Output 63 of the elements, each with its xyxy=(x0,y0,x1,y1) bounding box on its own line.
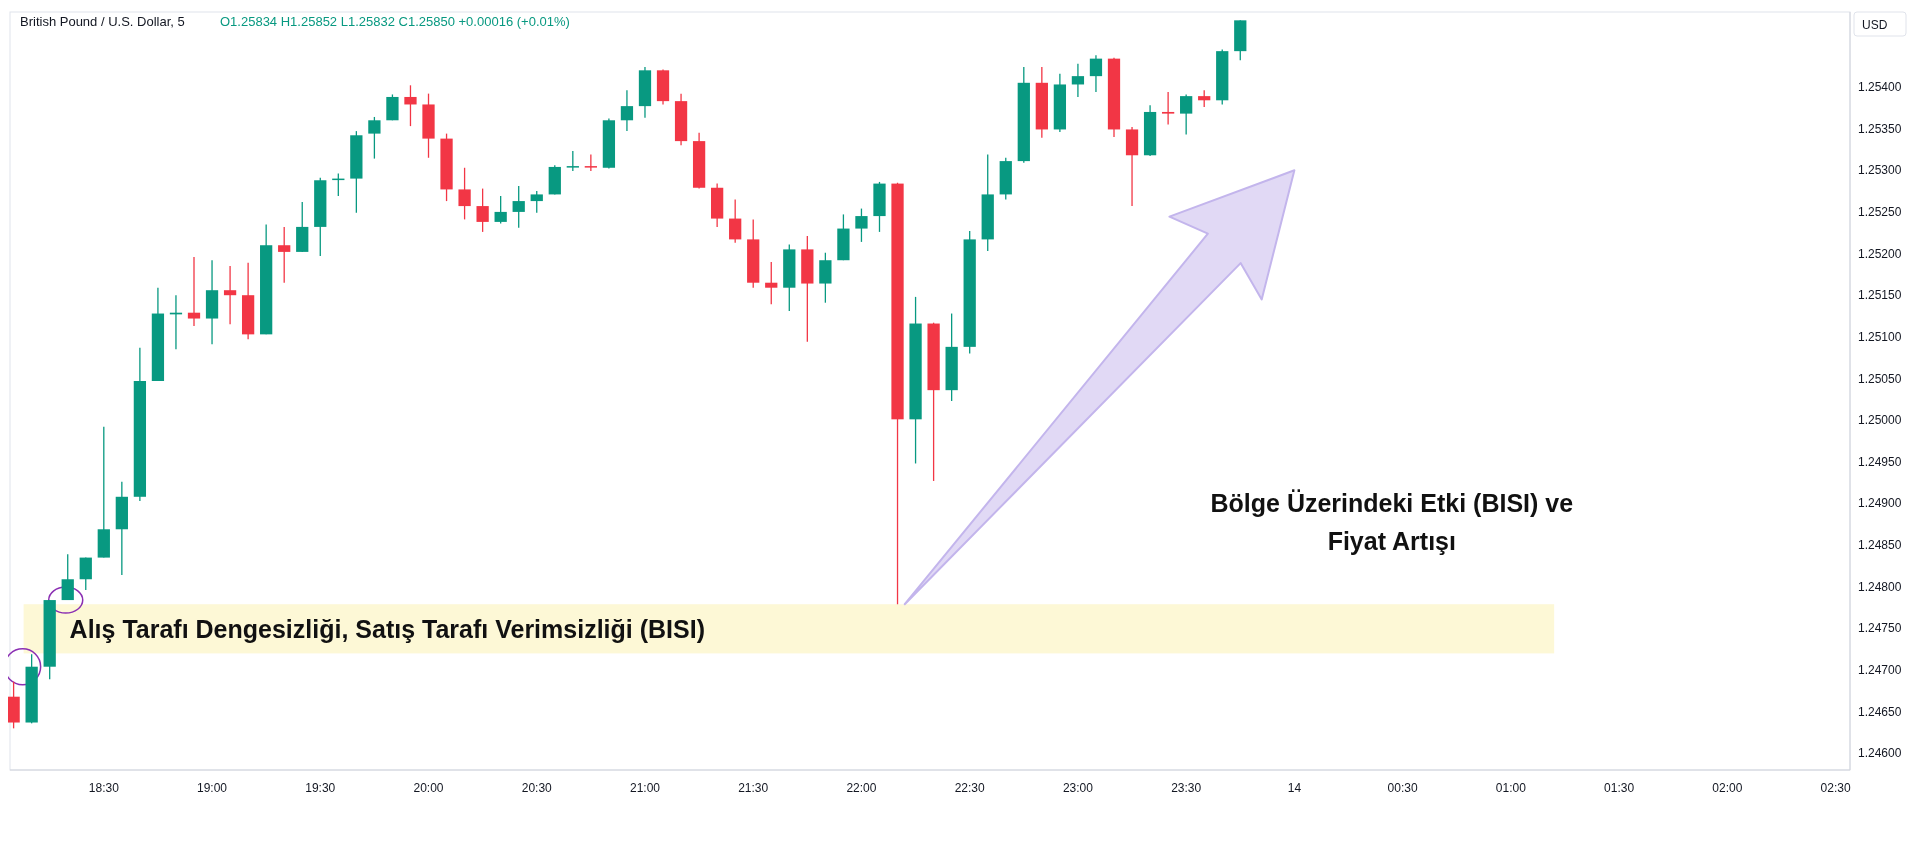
candlestick xyxy=(1161,91,1175,126)
y-tick-label: 1.25200 xyxy=(1858,246,1902,261)
y-tick-label: 1.25050 xyxy=(1858,371,1902,386)
x-tick-label: 20:00 xyxy=(413,781,444,795)
y-tick-label: 1.25400 xyxy=(1858,79,1902,94)
y-tick-label: 1.24750 xyxy=(1858,621,1902,636)
y-tick-label: 1.25300 xyxy=(1858,163,1902,178)
candlestick xyxy=(404,84,417,127)
candlestick xyxy=(187,256,201,327)
candlestick xyxy=(620,89,634,132)
x-tick-label: 01:00 xyxy=(1495,781,1527,795)
x-tick-label: 19:00 xyxy=(197,781,228,795)
y-tick-label: 1.24900 xyxy=(1858,496,1902,511)
candlestick xyxy=(458,167,471,221)
y-tick-label: 1.24650 xyxy=(1858,704,1902,719)
x-tick-label: 18:30 xyxy=(88,781,120,795)
candlestick xyxy=(476,187,489,233)
x-tick-label: 23:30 xyxy=(1171,781,1202,795)
candlestick xyxy=(512,185,525,229)
candlestick xyxy=(819,252,832,304)
y-tick-label: 1.25150 xyxy=(1858,288,1902,303)
x-tick-label: 02:00 xyxy=(1712,781,1743,795)
candlestick xyxy=(765,261,778,306)
candlestick xyxy=(729,198,742,244)
annotation: Bölge Üzerindeki Etki (BISI) ve Fiyat Artışı xyxy=(1210,488,1574,555)
candlestick xyxy=(386,93,399,121)
x-tick-label: 02:30 xyxy=(1820,781,1851,795)
y-tick-label: 1.25350 xyxy=(1858,121,1902,136)
x-tick-label: 21:00 xyxy=(629,781,661,795)
candlestick xyxy=(223,265,237,326)
x-tick-label: 23:00 xyxy=(1062,781,1094,795)
x-tick-label: 14 xyxy=(1287,781,1302,795)
y-tick-label: 1.24600 xyxy=(1858,746,1902,761)
y-tick-label: 1.25000 xyxy=(1858,413,1902,428)
candlestick xyxy=(494,195,507,225)
candlestick xyxy=(79,556,92,591)
candlestick xyxy=(368,116,381,160)
y-tick-label: 1.24700 xyxy=(1858,663,1902,678)
y-tick-label: 1.25250 xyxy=(1858,204,1902,219)
y-tick-label: 1.25100 xyxy=(1858,329,1902,344)
candlestick xyxy=(855,207,868,243)
x-tick-label: 21:30 xyxy=(738,781,769,795)
candlestick xyxy=(1071,62,1085,98)
band-label: Alış Tarafı Dengesizliği, Satış Tarafı Verimsizliği (BISI) xyxy=(69,614,705,643)
chart-title: British Pound / U.S. Dollar, 5 xyxy=(20,14,185,29)
candlestick xyxy=(566,150,579,172)
x-tick-label: 01:30 xyxy=(1604,781,1635,795)
x-tick-label: 22:30 xyxy=(954,781,986,795)
y-axis-title: USD xyxy=(1862,18,1888,32)
candlestick xyxy=(584,153,597,172)
x-tick-label: 20:30 xyxy=(521,781,553,795)
x-tick-label: 19:30 xyxy=(305,781,336,795)
x-tick-label: 22:00 xyxy=(846,781,877,795)
candlestick xyxy=(1089,54,1103,93)
candlestick xyxy=(61,553,74,601)
candlestick xyxy=(530,190,543,214)
candlestick xyxy=(278,226,291,284)
x-tick-label: 00:30 xyxy=(1387,781,1418,795)
y-tick-label: 1.24850 xyxy=(1858,538,1902,553)
y-tick-label: 1.24800 xyxy=(1858,579,1902,594)
y-tick-label: 1.24950 xyxy=(1858,454,1902,469)
candlestick xyxy=(1180,93,1193,136)
chart-subtitle: O1.25834 H1.25852 L1.25832 C1.25850 +0.00016 (+0.01%) xyxy=(220,14,570,29)
